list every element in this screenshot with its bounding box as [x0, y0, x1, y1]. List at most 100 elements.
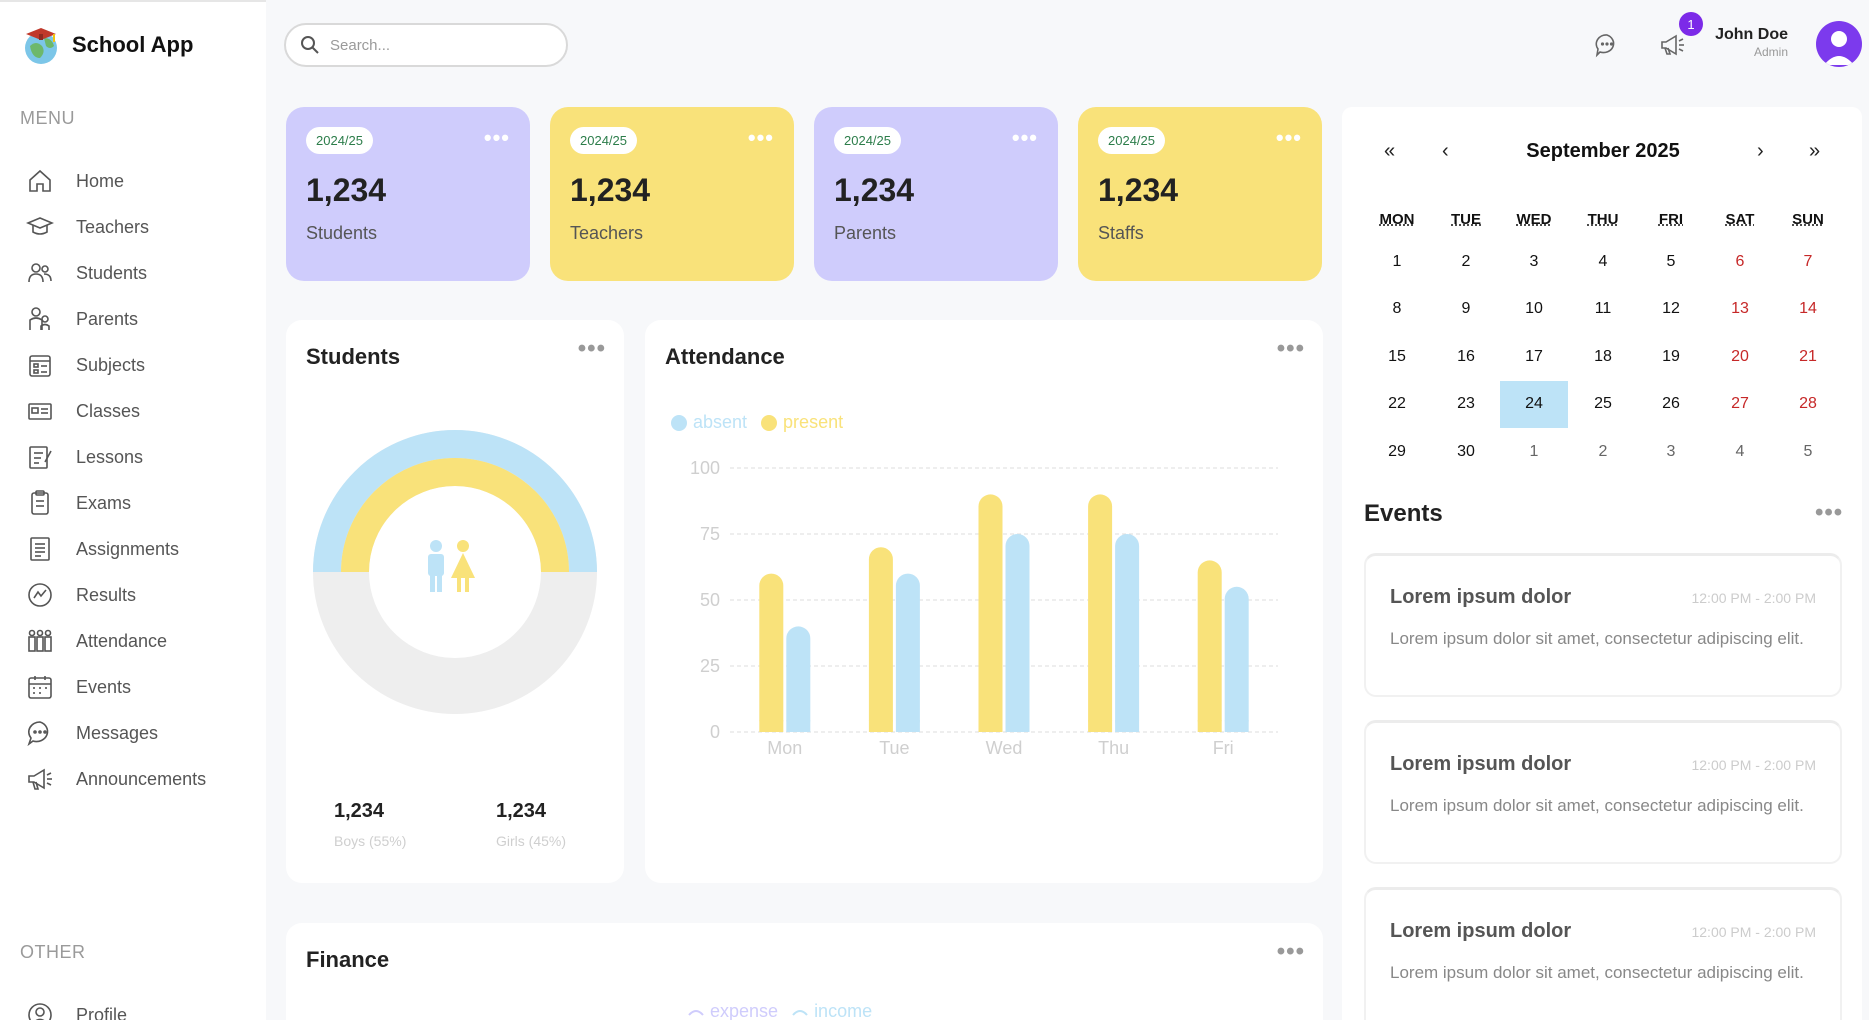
sidebar-item-home[interactable]: Home	[26, 161, 124, 201]
legend-label: expense	[710, 1001, 779, 1020]
more-options-icon[interactable]: •••	[1275, 125, 1302, 150]
sidebar-item-parents[interactable]: Parents	[26, 299, 138, 339]
calendar-day[interactable]: 5	[1666, 252, 1676, 270]
calendar-day[interactable]: 12	[1662, 300, 1680, 317]
sidebar-item-events[interactable]: Events	[26, 667, 131, 707]
messages-icon	[27, 721, 49, 747]
calendar-day[interactable]: 14	[1799, 300, 1817, 317]
bar-absent-wed[interactable]	[1005, 534, 1030, 732]
bar-present-fri[interactable]	[1197, 560, 1222, 732]
sidebar-item-exams[interactable]: Exams	[26, 483, 131, 523]
legend-item-expense[interactable]: expense	[688, 1001, 778, 1020]
more-options-icon[interactable]: •••	[1276, 938, 1305, 965]
calendar-day[interactable]: 1	[1529, 442, 1539, 460]
calendar-day[interactable]: 18	[1594, 347, 1612, 365]
sidebar-item-announcements[interactable]: Announcements	[26, 759, 206, 799]
bar-absent-tue[interactable]	[895, 573, 920, 732]
sidebar-item-label: Announcements	[76, 768, 207, 789]
announcements-button[interactable]	[1652, 25, 1692, 65]
attendance-icon	[28, 629, 52, 652]
calendar-day[interactable]: 21	[1799, 347, 1817, 365]
next-year-button[interactable]: »	[1809, 140, 1821, 162]
calendar-day[interactable]: 2	[1461, 252, 1471, 270]
avatar[interactable]	[1816, 21, 1862, 67]
sidebar-item-subjects[interactable]: Subjects	[26, 345, 145, 385]
calendar-day[interactable]: 23	[1457, 395, 1475, 412]
more-options-icon[interactable]: •••	[577, 335, 606, 362]
calendar-day[interactable]: 28	[1799, 395, 1817, 412]
calendar-day[interactable]: 11	[1594, 300, 1612, 317]
y-tick-label: 25	[700, 656, 720, 676]
legend-swatch	[671, 414, 687, 431]
prev-year-button[interactable]: «	[1384, 140, 1396, 162]
calendar-day[interactable]: 7	[1803, 252, 1813, 270]
notification-badge: 1	[1679, 12, 1703, 36]
calendar-day[interactable]: 6	[1735, 252, 1745, 270]
calendar-day[interactable]: 19	[1662, 347, 1680, 365]
calendar-day[interactable]: 30	[1457, 442, 1475, 460]
calendar-day[interactable]: 13	[1731, 300, 1749, 317]
calendar-day[interactable]: 16	[1457, 347, 1475, 365]
sidebar-item-assignments[interactable]: Assignments	[26, 529, 179, 569]
calendar-day[interactable]: 8	[1392, 300, 1402, 317]
search-bar[interactable]	[284, 23, 568, 67]
sidebar-item-students[interactable]: Students	[26, 253, 147, 293]
more-options-icon[interactable]: •••	[1276, 335, 1305, 362]
bar-absent-thu[interactable]	[1115, 534, 1140, 732]
more-options-icon[interactable]: •••	[747, 125, 774, 150]
more-options-icon[interactable]: •••	[1011, 125, 1038, 150]
calendar-day[interactable]: 17	[1525, 347, 1543, 365]
x-tick-label: Thu	[1098, 738, 1129, 758]
calendar-day[interactable]: 10	[1525, 300, 1543, 317]
event-card[interactable]: Lorem ipsum dolor 12:00 PM - 2:00 PM Lor…	[1364, 887, 1842, 1020]
bar-absent-fri[interactable]	[1224, 586, 1249, 732]
calendar-day[interactable]: 5	[1803, 442, 1813, 460]
search-input[interactable]	[330, 36, 550, 54]
calendar-day[interactable]: 4	[1598, 252, 1608, 270]
calendar-day[interactable]: 29	[1388, 442, 1406, 460]
y-tick-label: 0	[710, 722, 720, 742]
sidebar-item-classes[interactable]: Classes	[26, 391, 140, 431]
sidebar-item-messages[interactable]: Messages	[26, 713, 158, 753]
calendar-day[interactable]: 3	[1529, 252, 1539, 270]
calendar-day[interactable]: 2	[1598, 442, 1608, 460]
calendar-day[interactable]: 4	[1735, 442, 1745, 460]
messages-button[interactable]	[1587, 25, 1627, 65]
calendar-day[interactable]: 3	[1666, 442, 1676, 460]
more-options-icon[interactable]: •••	[483, 125, 510, 150]
calendar-day[interactable]: 1	[1392, 252, 1402, 270]
sidebar-item-attendance[interactable]: Attendance	[26, 621, 167, 661]
panel-title: Students	[306, 344, 401, 369]
calendar-day[interactable]: 26	[1662, 395, 1680, 412]
calendar-day[interactable]: 15	[1388, 347, 1406, 365]
students-panel: Students ••• 1,234 Boys (55%) 1,234 Girl…	[286, 320, 624, 883]
legend-item-income[interactable]: income	[792, 1001, 872, 1020]
bar-base	[1224, 720, 1249, 732]
next-month-button[interactable]: ›	[1757, 140, 1764, 162]
calendar-day[interactable]: 25	[1594, 395, 1612, 412]
sidebar-item-profile[interactable]: Profile	[26, 995, 127, 1020]
calendar-day[interactable]: 22	[1388, 395, 1406, 412]
calendar-day[interactable]: 20	[1731, 347, 1749, 365]
bar-absent-mon[interactable]	[786, 626, 811, 732]
bar-present-wed[interactable]	[978, 494, 1003, 732]
calendar-day[interactable]: 27	[1731, 395, 1749, 412]
bar-present-thu[interactable]	[1088, 494, 1113, 732]
girls-label: Girls (45%)	[496, 833, 567, 849]
brand[interactable]: School App	[20, 24, 193, 66]
legend-item-absent[interactable]: absent	[671, 412, 747, 433]
sidebar-item-lessons[interactable]: Lessons	[26, 437, 143, 477]
sidebar-item-label: Attendance	[76, 630, 168, 651]
events-more-icon[interactable]: •••	[1815, 499, 1844, 526]
calendar-day[interactable]: 9	[1461, 300, 1471, 317]
prev-month-button[interactable]: ‹	[1442, 140, 1449, 162]
sidebar-item-results[interactable]: Results	[26, 575, 136, 615]
year-badge: 2024/25	[306, 127, 373, 154]
calendar-day[interactable]: 24	[1500, 380, 1568, 428]
event-card[interactable]: Lorem ipsum dolor 12:00 PM - 2:00 PM Lor…	[1364, 720, 1842, 864]
sidebar-item-teachers[interactable]: Teachers	[26, 207, 149, 247]
legend-item-present[interactable]: present	[761, 412, 843, 433]
event-card[interactable]: Lorem ipsum dolor 12:00 PM - 2:00 PM Lor…	[1364, 553, 1842, 697]
bar-present-tue[interactable]	[868, 547, 893, 732]
bar-present-mon[interactable]	[759, 573, 784, 732]
